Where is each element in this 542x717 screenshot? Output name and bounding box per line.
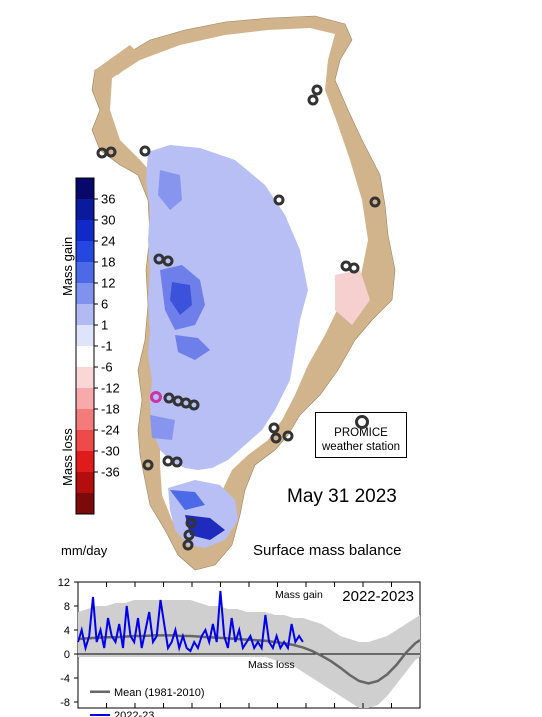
station-marker (139, 145, 151, 157)
y-tick-label: 12 (58, 577, 70, 589)
station-marker (105, 146, 117, 158)
colorbar-tick-label: -30 (101, 444, 120, 459)
map-title: Surface mass balance (253, 542, 402, 559)
colorbar-segment (76, 220, 94, 242)
colorbar-tick-label: -24 (101, 423, 120, 438)
colorbar-tick-label: -12 (101, 381, 120, 396)
colorbar-segment (76, 262, 94, 284)
station-marker (142, 459, 154, 471)
greenland-smb-map: 36 30 24 18 12 6 1 -1 -6 -12 -18 -24 -30 -36 Mass gai… (60, 15, 396, 571)
smb-gain-patch (170, 490, 205, 510)
smb-gain-patch (150, 415, 175, 440)
station-marker (282, 430, 294, 442)
colorbar-tick-label: 6 (101, 297, 108, 312)
colorbar-tick-label: 12 (101, 276, 115, 291)
station-marker (273, 194, 285, 206)
colorbar-tick-label: 36 (101, 192, 115, 207)
y-tick-label: 0 (64, 649, 70, 661)
current-season-line (77, 590, 304, 653)
colorbar-segment (76, 451, 94, 473)
ellesmere-land (95, 45, 140, 75)
station-marker (183, 529, 195, 541)
ice-sheet-smb-field (146, 145, 308, 470)
promice-legend: PROMICE weather station (315, 412, 407, 458)
legend-current-label: 2022-23 (114, 710, 154, 717)
station-marker (163, 392, 175, 404)
station-marker (311, 84, 323, 96)
chart-title: 2022-2023 (342, 588, 414, 605)
timeseries-plot: 12 8 4 0 -4 -8 2022-2023 Mass gain Mass loss Mean… (58, 577, 421, 717)
station-marker (182, 539, 194, 551)
y-tick-label: 4 (64, 625, 70, 637)
colorbar-unit: mm/day (61, 543, 108, 558)
colorbar-segment (76, 388, 94, 410)
colorbar-segment (76, 325, 94, 347)
station-marker (270, 432, 282, 444)
map-date: May 31 2023 (287, 486, 397, 507)
promice-legend-line2: weather station (322, 441, 400, 453)
colorbar-tick-label: -1 (101, 339, 113, 354)
promice-legend-line1: PROMICE (334, 427, 388, 439)
colorbar-segment (76, 346, 94, 368)
colorbar-tick-label: -18 (101, 402, 120, 417)
mass-gain-annotation: Mass gain (275, 589, 323, 601)
station-marker (369, 196, 381, 208)
colorbar-tick-label: 30 (101, 213, 115, 228)
colorbar-gain-label: Mass gain (60, 237, 75, 296)
colorbar-segment (76, 283, 94, 305)
colorbar-segment (76, 241, 94, 263)
colorbar-tick-label: 1 (101, 318, 108, 333)
y-tick-label: -4 (60, 673, 70, 685)
station-marker-highlight (150, 391, 162, 403)
mass-loss-annotation: Mass loss (248, 659, 295, 671)
station-marker (162, 255, 174, 267)
colorbar-segment (76, 304, 94, 326)
colorbar-tick-label: -6 (101, 360, 113, 375)
station-legend-icon (355, 415, 369, 429)
legend-mean-label: Mean (1981-2010) (114, 687, 205, 699)
station-marker (348, 262, 360, 274)
y-tick-label: -8 (60, 697, 70, 709)
smb-timeseries-chart: 12 8 4 0 -4 -8 2022-2023 Mass gain Mass loss Mean… (58, 577, 421, 717)
colorbar-tick-label: 24 (101, 234, 115, 249)
promice-stations (96, 84, 381, 551)
colorbar-segment (76, 430, 94, 452)
smb-gain-patch (175, 335, 210, 360)
colorbar-segment (76, 367, 94, 389)
colorbar-tick-label: 18 (101, 255, 115, 270)
colorbar-segment (76, 178, 94, 200)
smb-loss-patch (335, 270, 370, 325)
colorbar-loss-label: Mass loss (60, 428, 75, 486)
colorbar-segment (76, 472, 94, 494)
station-marker (96, 147, 108, 159)
station-marker (268, 422, 280, 434)
colorbar-tick-label: -36 (101, 465, 120, 480)
colorbar-segment (76, 493, 94, 515)
smb-gain-patch (170, 282, 192, 315)
station-marker (185, 517, 197, 529)
colorbar: 36 30 24 18 12 6 1 -1 -6 -12 -18 -24 -30 -36 (75, 177, 120, 515)
colorbar-segment (76, 199, 94, 221)
smb-gain-patch (158, 170, 182, 210)
station-marker (307, 94, 319, 106)
colorbar-segment (76, 409, 94, 431)
station-marker (188, 399, 200, 411)
y-tick-label: 8 (64, 601, 70, 613)
station-marker (171, 456, 183, 468)
